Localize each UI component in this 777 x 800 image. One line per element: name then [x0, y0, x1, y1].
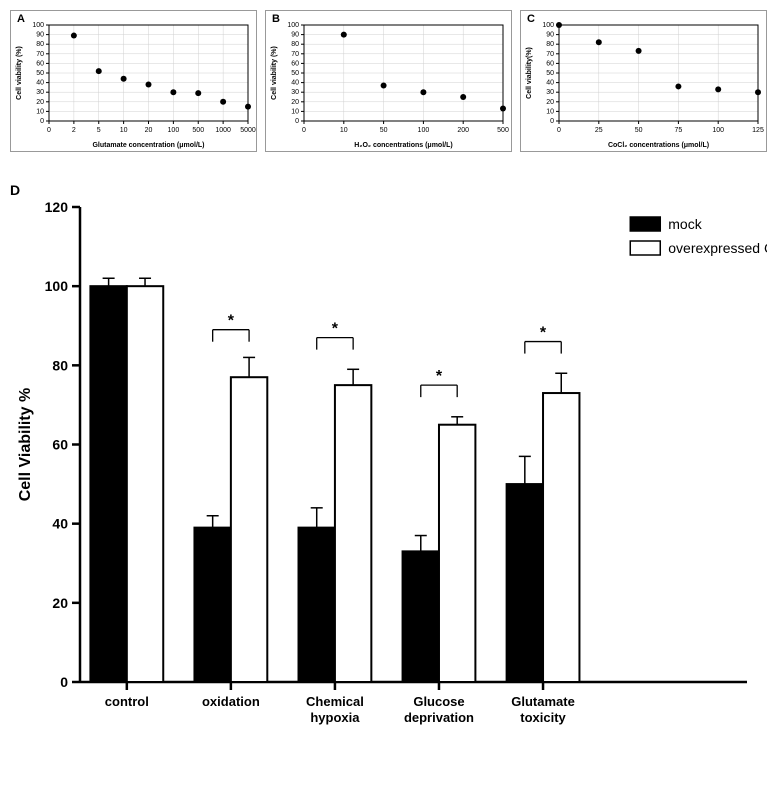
svg-text:*: * — [540, 325, 547, 342]
panel-a-svg: 0102030405060708090100025102010050010005… — [11, 11, 256, 151]
svg-text:10: 10 — [340, 127, 348, 134]
panel-c-label: C — [527, 13, 535, 25]
svg-text:70: 70 — [36, 51, 44, 58]
svg-text:100: 100 — [712, 127, 724, 134]
svg-text:40: 40 — [291, 80, 299, 87]
svg-text:80: 80 — [546, 41, 554, 48]
svg-text:5: 5 — [97, 127, 101, 134]
svg-text:0: 0 — [557, 127, 561, 134]
panel-a: A 01020304050607080901000251020100500100… — [10, 10, 257, 152]
panel-b-label: B — [272, 13, 280, 25]
svg-text:50: 50 — [36, 70, 44, 77]
svg-text:50: 50 — [380, 127, 388, 134]
panel-b: B 0 10 20 30 40 50 60 70 80 90 100 0 10 50 100 200 500 H₂… — [265, 10, 512, 152]
panel-a-label: A — [17, 13, 25, 25]
svg-text:500: 500 — [497, 127, 509, 134]
svg-text:20: 20 — [291, 99, 299, 106]
svg-text:30: 30 — [546, 89, 554, 96]
svg-text:0: 0 — [550, 118, 554, 125]
svg-text:40: 40 — [546, 80, 554, 87]
panel-d: D 0 20 40 60 80 100 120 Cell Viability % control… — [10, 182, 767, 742]
svg-text:30: 30 — [36, 89, 44, 96]
svg-text:100: 100 — [287, 22, 299, 29]
svg-text:0: 0 — [40, 118, 44, 125]
svg-text:120: 120 — [45, 199, 69, 215]
svg-text:Cell viability(%): Cell viability(%) — [526, 47, 533, 99]
svg-text:overexpressed CIRP: overexpressed CIRP — [668, 240, 767, 256]
svg-text:25: 25 — [595, 127, 603, 134]
svg-text:Glutamate: Glutamate — [511, 694, 575, 709]
svg-text:Cell viability (%): Cell viability (%) — [16, 46, 23, 100]
svg-text:10: 10 — [120, 127, 128, 134]
panel-d-label: D — [10, 182, 20, 198]
svg-text:60: 60 — [546, 60, 554, 67]
svg-text:*: * — [332, 321, 339, 338]
svg-text:50: 50 — [291, 70, 299, 77]
svg-text:60: 60 — [291, 60, 299, 67]
svg-text:60: 60 — [52, 437, 68, 453]
svg-text:60: 60 — [36, 60, 44, 67]
svg-text:hypoxia: hypoxia — [310, 710, 360, 725]
svg-text:2: 2 — [72, 127, 76, 134]
svg-text:80: 80 — [36, 41, 44, 48]
svg-text:Cell Viability %: Cell Viability % — [17, 388, 34, 502]
svg-text:Chemical: Chemical — [306, 694, 364, 709]
svg-text:H₂O₂ concentrations (μmol/L): H₂O₂ concentrations (μmol/L) — [354, 142, 452, 149]
svg-text:80: 80 — [52, 357, 68, 373]
svg-text:toxicity: toxicity — [520, 710, 566, 725]
svg-text:70: 70 — [291, 51, 299, 58]
svg-text:90: 90 — [546, 32, 554, 39]
panel-c: C 0 10 20 30 40 50 60 70 80 90 100 0 25 50 75 100 125 CoC… — [520, 10, 767, 152]
svg-text:20: 20 — [145, 127, 153, 134]
svg-text:100: 100 — [32, 22, 44, 29]
svg-text:Glutamate concentration (μmol/: Glutamate concentration (μmol/L) — [92, 142, 204, 149]
svg-text:10: 10 — [291, 108, 299, 115]
svg-text:5000: 5000 — [240, 127, 256, 134]
svg-text:CoCl₂ concentrations (μmol/L): CoCl₂ concentrations (μmol/L) — [608, 142, 709, 149]
svg-text:100: 100 — [542, 22, 554, 29]
svg-text:0: 0 — [60, 674, 68, 690]
svg-text:100: 100 — [168, 127, 180, 134]
panel-c-svg: 0 10 20 30 40 50 60 70 80 90 100 0 25 50 75 100 125 CoCl₂… — [521, 11, 766, 151]
svg-text:deprivation: deprivation — [404, 710, 474, 725]
svg-text:500: 500 — [192, 127, 204, 134]
svg-text:90: 90 — [291, 32, 299, 39]
svg-text:100: 100 — [418, 127, 430, 134]
svg-text:70: 70 — [546, 51, 554, 58]
svg-text:Glucose: Glucose — [413, 694, 464, 709]
svg-text:20: 20 — [52, 595, 68, 611]
svg-text:*: * — [436, 368, 443, 385]
panel-b-svg: 0 10 20 30 40 50 60 70 80 90 100 0 10 50 100 200 500 H₂O₂… — [266, 11, 511, 151]
svg-text:mock: mock — [668, 216, 702, 232]
svg-text:0: 0 — [302, 127, 306, 134]
svg-text:50: 50 — [635, 127, 643, 134]
svg-text:30: 30 — [291, 89, 299, 96]
svg-text:0: 0 — [47, 127, 51, 134]
svg-text:10: 10 — [36, 108, 44, 115]
svg-text:100: 100 — [45, 278, 69, 294]
panel-d-svg: 0 20 40 60 80 100 120 Cell Viability % control ox… — [10, 182, 767, 742]
svg-text:Cell viability (%): Cell viability (%) — [271, 46, 278, 100]
top-row: A 01020304050607080901000251020100500100… — [10, 10, 767, 152]
svg-text:control: control — [105, 694, 149, 709]
svg-text:0: 0 — [295, 118, 299, 125]
svg-text:125: 125 — [752, 127, 764, 134]
svg-text:40: 40 — [52, 516, 68, 532]
svg-text:20: 20 — [36, 99, 44, 106]
svg-text:*: * — [228, 313, 235, 330]
svg-text:oxidation: oxidation — [202, 694, 260, 709]
svg-text:40: 40 — [36, 80, 44, 87]
svg-text:10: 10 — [546, 108, 554, 115]
svg-text:80: 80 — [291, 41, 299, 48]
svg-text:50: 50 — [546, 70, 554, 77]
svg-text:90: 90 — [36, 32, 44, 39]
svg-text:75: 75 — [675, 127, 683, 134]
svg-text:200: 200 — [457, 127, 469, 134]
svg-text:1000: 1000 — [215, 127, 231, 134]
svg-text:20: 20 — [546, 99, 554, 106]
